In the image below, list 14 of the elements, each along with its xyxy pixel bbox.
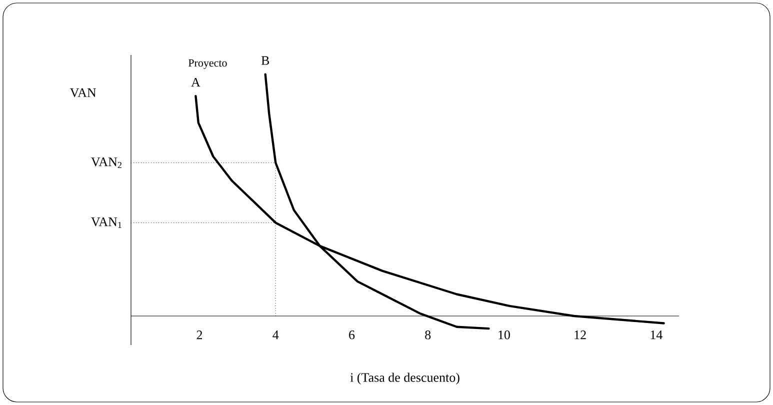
x-tick-label: 8 <box>425 330 431 340</box>
ref-line-label: VAN$_{1}$ <box>91 217 122 228</box>
x-tick-label: 2 <box>196 330 202 340</box>
x-axis-title: i (Tasa de descuento) <box>350 372 460 385</box>
x-tick-label: 6 <box>349 330 355 340</box>
x-tick-label: 10 <box>498 330 510 340</box>
x-tick-label: 14 <box>650 330 662 340</box>
text: Proyecto <box>188 59 227 69</box>
x-tick-label: 12 <box>574 330 586 340</box>
ref-line-label: VAN$_{2}$ <box>91 158 122 168</box>
series-label: B <box>261 56 270 65</box>
x-tick-label: 4 <box>272 330 279 340</box>
series-label: A <box>191 78 200 87</box>
y-axis-title: VAN <box>70 88 96 98</box>
